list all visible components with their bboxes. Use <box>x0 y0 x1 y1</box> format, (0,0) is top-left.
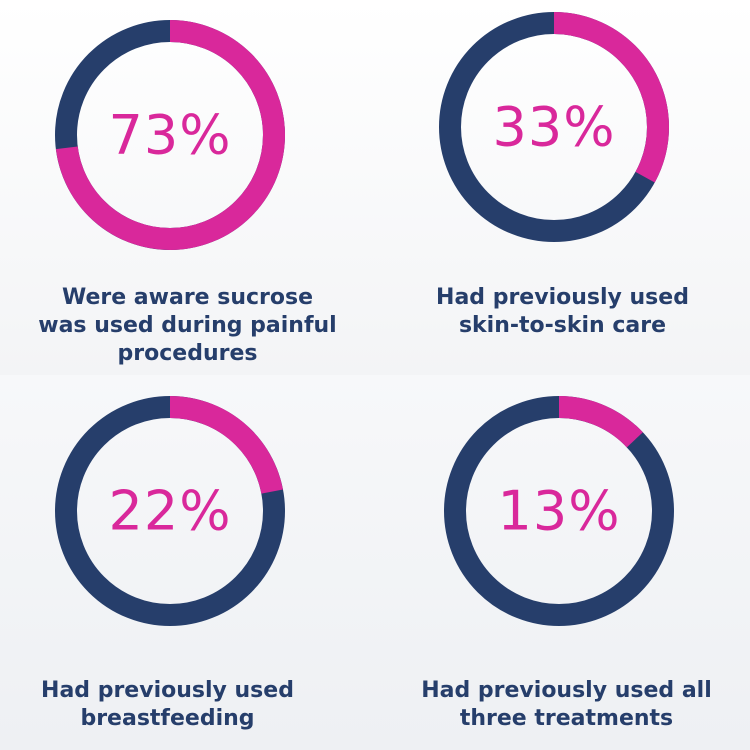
donut-caption-1-line-2: was used during painful <box>38 313 337 338</box>
donut-caption-4-line-2: three treatments <box>459 706 674 731</box>
donut-arc-4 <box>444 396 674 626</box>
donut-panel-1 <box>0 0 375 375</box>
donut-caption-4: Had previously used all three treatments <box>388 677 745 733</box>
donut-chart-2: 33% <box>439 12 669 242</box>
donut-caption-1: Were aware sucrose was used during painf… <box>10 284 365 368</box>
donut-value-1: 73% <box>108 104 231 167</box>
donut-panel-4 <box>375 375 750 750</box>
donut-value-2: 33% <box>492 96 615 159</box>
donut-panel-3 <box>0 375 375 750</box>
donut-chart-1: 73% <box>55 20 285 250</box>
donut-caption-3: Had previously used breastfeeding <box>0 677 335 733</box>
donut-arc-1 <box>55 20 285 250</box>
donut-caption-2-line-1: Had previously used <box>436 285 689 310</box>
donut-caption-3-line-1: Had previously used <box>41 678 294 703</box>
donut-arc-2 <box>439 12 669 242</box>
donut-caption-1-line-1: Were aware sucrose <box>61 285 314 310</box>
donut-caption-2-line-2: skin-to-skin care <box>458 313 667 338</box>
donut-panel-2 <box>375 0 750 375</box>
donut-arc-3 <box>55 396 285 626</box>
donut-caption-4-line-1: Had previously used all <box>421 678 712 703</box>
donut-value-3: 22% <box>108 480 231 543</box>
donut-caption-1-line-3: procedures <box>117 341 258 366</box>
donut-caption-2: Had previously used skin-to-skin care <box>385 284 740 340</box>
donut-chart-4: 13% <box>444 396 674 626</box>
donut-caption-3-line-2: breastfeeding <box>80 706 255 731</box>
donut-chart-3: 22% <box>55 396 285 626</box>
donut-value-4: 13% <box>497 480 620 543</box>
